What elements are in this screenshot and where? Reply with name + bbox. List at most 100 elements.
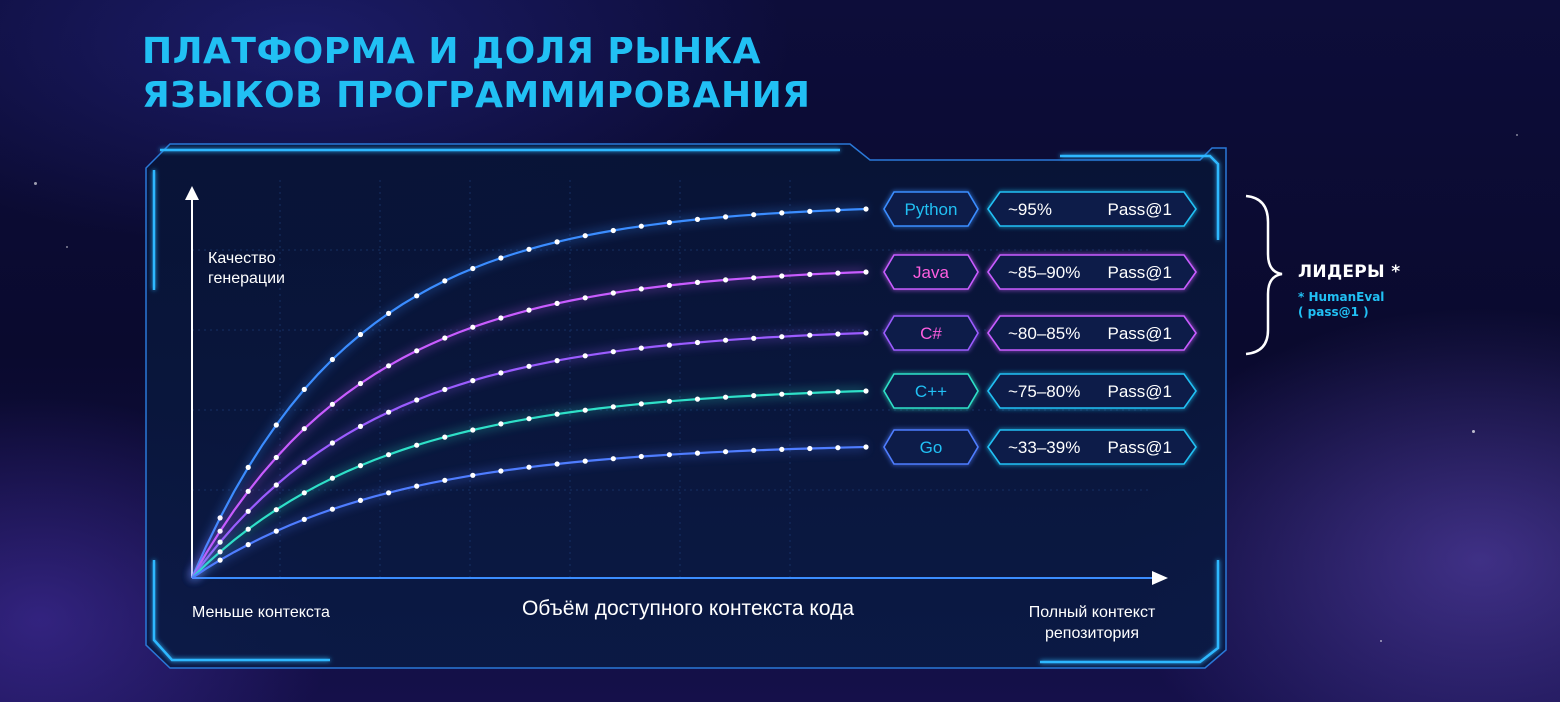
data-point xyxy=(526,307,532,313)
data-point xyxy=(582,458,588,464)
data-point xyxy=(807,390,813,396)
data-point xyxy=(723,337,729,343)
page-title-line1: ПЛАТФОРМА И ДОЛЯ РЫНКА xyxy=(142,31,761,72)
data-point xyxy=(386,310,392,316)
data-point xyxy=(751,447,757,453)
series-name-badge: Go xyxy=(883,429,979,465)
series-name-badge: Python xyxy=(883,191,979,227)
x-end-label-line1: Полный контекст xyxy=(1029,604,1156,621)
data-point xyxy=(301,459,307,465)
series-java xyxy=(189,269,869,580)
data-point xyxy=(386,452,392,458)
data-point xyxy=(470,378,476,384)
series-name-label: Python xyxy=(905,200,958,219)
data-point xyxy=(526,416,532,422)
badge-shape xyxy=(883,429,979,465)
data-point xyxy=(694,339,701,346)
data-point xyxy=(245,508,251,514)
data-point xyxy=(863,330,869,336)
data-point xyxy=(638,223,644,229)
data-point xyxy=(329,356,335,363)
data-point xyxy=(498,468,504,474)
series-python xyxy=(189,206,869,580)
data-point xyxy=(582,407,588,413)
y-axis-label-line1: Качество xyxy=(208,250,276,267)
data-point xyxy=(442,477,448,483)
data-point xyxy=(301,490,307,496)
data-point xyxy=(245,464,251,470)
data-point xyxy=(470,324,476,330)
data-point xyxy=(835,389,841,395)
data-point xyxy=(273,482,279,488)
x-end-label-line2: репозитория xyxy=(1045,625,1139,642)
data-point xyxy=(442,278,448,284)
data-point xyxy=(751,275,757,281)
data-point xyxy=(329,475,335,481)
data-point xyxy=(863,206,869,212)
data-point xyxy=(329,440,335,446)
series-name-badge: Java xyxy=(883,254,979,290)
series-name-badge: C# xyxy=(883,315,979,351)
data-point xyxy=(217,515,223,521)
data-point xyxy=(582,353,588,359)
data-point xyxy=(835,445,841,451)
data-point xyxy=(245,526,251,532)
data-point xyxy=(329,401,335,407)
chart-axes xyxy=(185,186,1168,585)
data-point xyxy=(386,409,392,415)
data-point xyxy=(470,427,476,433)
data-point xyxy=(751,393,757,399)
data-point xyxy=(554,358,560,364)
data-point xyxy=(835,270,841,276)
leaders-note-line2: ( pass@1 ) xyxy=(1298,305,1369,319)
data-point xyxy=(217,539,223,545)
data-point xyxy=(610,404,616,410)
data-point xyxy=(807,332,813,338)
data-point xyxy=(442,434,448,440)
series-name-badge: C++ xyxy=(883,373,979,409)
data-point xyxy=(723,449,729,455)
data-point xyxy=(554,239,560,245)
star-decoration xyxy=(66,246,68,248)
data-point xyxy=(386,363,392,369)
data-point xyxy=(301,386,307,392)
data-point xyxy=(751,335,757,341)
series-value-badge: ~85–90% Pass@1 xyxy=(987,254,1197,290)
page-title: ПЛАТФОРМА И ДОЛЯ РЫНКА ЯЗЫКОВ ПРОГРАММИР… xyxy=(142,30,810,118)
data-point xyxy=(582,295,588,301)
data-point xyxy=(414,483,420,489)
series-c xyxy=(189,388,869,581)
series-value-badge: ~33–39% Pass@1 xyxy=(987,429,1197,465)
data-point xyxy=(554,300,560,306)
data-point xyxy=(638,345,644,351)
data-point xyxy=(666,452,673,458)
data-point xyxy=(273,507,279,513)
data-point xyxy=(273,454,279,461)
data-point xyxy=(723,277,729,283)
series-name-label: Go xyxy=(920,438,943,457)
metric-label: Pass@1 xyxy=(1107,438,1172,457)
star-decoration xyxy=(34,182,37,185)
data-point xyxy=(807,208,813,214)
y-axis-label-line2: генерации xyxy=(208,270,285,287)
data-point xyxy=(245,488,251,494)
data-point xyxy=(582,233,588,239)
data-point xyxy=(329,506,335,512)
data-point xyxy=(414,293,420,299)
data-point xyxy=(554,461,560,467)
leaders-brace-icon xyxy=(1245,194,1283,356)
badge-shape xyxy=(987,373,1197,409)
badge-shape xyxy=(883,191,979,227)
data-point xyxy=(301,426,307,432)
data-point xyxy=(357,463,364,469)
data-point xyxy=(835,331,841,337)
data-point xyxy=(638,453,644,460)
star-decoration xyxy=(1380,640,1382,642)
data-point xyxy=(470,472,476,478)
data-point xyxy=(357,331,364,338)
data-point xyxy=(386,490,392,496)
leaders-note-line1: * HumanEval xyxy=(1298,290,1385,304)
x-start-label: Меньше контекста xyxy=(192,604,330,621)
data-point xyxy=(442,386,448,393)
